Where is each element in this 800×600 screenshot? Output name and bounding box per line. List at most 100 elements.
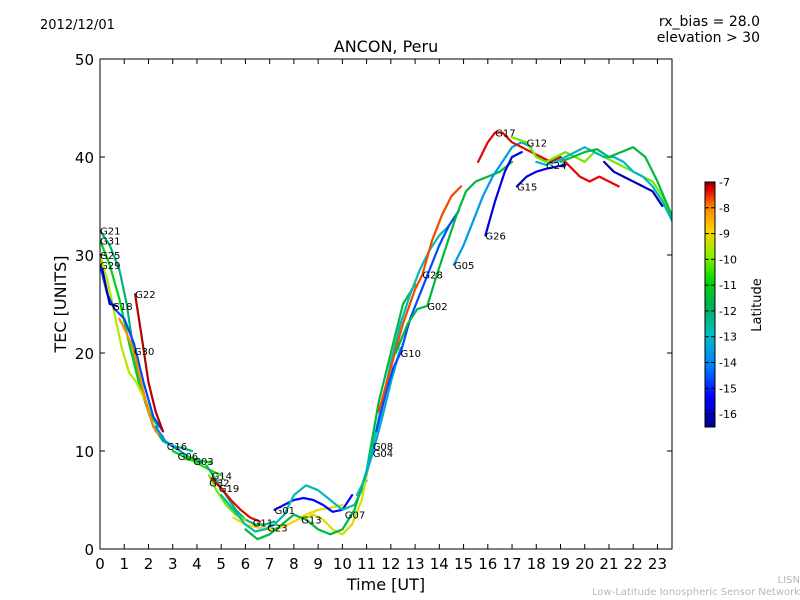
series-label-g08: G08 — [373, 442, 393, 453]
x-tick-label: 21 — [599, 555, 618, 573]
plot-frame — [99, 58, 673, 550]
elevation-text: elevation > 30 — [656, 30, 760, 46]
x-tick-label: 7 — [265, 555, 275, 573]
axis-layer: 0 1 2 3 4 5 6 7 8 9 10 11 12 13 14 15 16 17 18 19 20 21 22 2301… — [75, 51, 672, 573]
x-tick-label: 1 — [119, 555, 129, 573]
series-line-g14 — [205, 464, 276, 526]
x-tick-label: 23 — [648, 555, 667, 573]
series-label-g21: G21 — [100, 227, 120, 238]
colorbar-tick-label: -14 — [719, 357, 737, 370]
series-label-g11: G11 — [253, 519, 273, 530]
series-line-g17 — [477, 131, 620, 188]
series-line-g02 — [394, 160, 514, 355]
series-label-g06: G06 — [178, 452, 198, 463]
x-tick-label: 6 — [241, 555, 251, 573]
series-label-g26: G26 — [485, 231, 505, 242]
series-label-g14: G14 — [212, 472, 232, 483]
x-tick-label: 10 — [333, 555, 352, 573]
series-line-g22 — [134, 293, 165, 433]
y-tick-label: 30 — [75, 247, 94, 265]
x-tick-label: 4 — [192, 555, 202, 573]
series-label-g05: G05 — [454, 261, 474, 272]
series-line-g23 — [220, 479, 368, 533]
y-tick-label: 0 — [84, 541, 94, 559]
y-tick-label: 10 — [75, 443, 94, 461]
x-tick-label: 15 — [454, 555, 473, 573]
series-line-g30 — [118, 317, 165, 438]
x-tick-label: 13 — [406, 555, 425, 573]
series-line-g04 — [363, 347, 402, 482]
x-tick-label: 16 — [478, 555, 497, 573]
x-axis-label: Time [UT] — [346, 575, 425, 594]
series-line-g15 — [515, 163, 567, 188]
series-line-g25 — [100, 253, 152, 413]
series-label-g23: G23 — [267, 523, 287, 534]
series-line-g05 — [452, 141, 533, 266]
y-tick-label: 50 — [75, 51, 94, 69]
colorbar — [704, 181, 716, 428]
x-tick-label: 12 — [381, 555, 400, 573]
series-line-g18 — [101, 268, 119, 308]
series-label-g07: G07 — [345, 511, 365, 522]
series-line-g06 — [171, 449, 213, 464]
colorbar-tick-label: -12 — [719, 305, 737, 318]
series-label-g17: G17 — [495, 129, 515, 140]
colorbar-label: Latitude — [750, 278, 765, 332]
colorbar-tick-label: -15 — [719, 382, 737, 395]
y-axis-label: TEC [UNITS] — [51, 256, 70, 354]
series-line-g27 — [559, 146, 672, 217]
x-tick-label: 20 — [575, 555, 594, 573]
series-line-g01 — [273, 494, 354, 513]
bias-label: rx_bias = 28.0 elevation > 30 — [657, 14, 760, 46]
colorbar-tick-label: -7 — [719, 176, 730, 189]
series-label-g31: G31 — [100, 236, 120, 247]
series-line-g08 — [355, 224, 451, 497]
series-line-g03 — [183, 457, 223, 477]
series-line-g07 — [244, 283, 417, 541]
series-layer — [100, 131, 672, 541]
series-line-g10 — [375, 209, 460, 433]
series-label-g03: G03 — [193, 457, 213, 468]
colorbar-tick-label: -13 — [719, 331, 737, 344]
colorbar-ticks: -7 -8 -9 -10 -11 -12 -13 -14 -15 -16 — [705, 176, 737, 421]
x-tick-label: 19 — [551, 555, 570, 573]
x-tick-label: 14 — [430, 555, 449, 573]
footer: LISN Low-Latitude Ionospheric Sensor Net… — [592, 575, 800, 599]
y-tick-label: 40 — [75, 149, 94, 167]
series-label-g02: G02 — [427, 302, 447, 313]
x-tick-label: 11 — [357, 555, 376, 573]
x-tick-label: 9 — [313, 555, 323, 573]
series-label-g18: G18 — [112, 302, 132, 313]
series-label-g12: G12 — [527, 138, 547, 149]
footer-org-long: Low-Latitude Ionospheric Sensor Network — [592, 587, 800, 598]
chart-title: ANCON, Peru — [333, 37, 439, 56]
series-label-g19: G19 — [219, 484, 239, 495]
colorbar-tick-label: -10 — [719, 253, 737, 266]
series-line-g19 — [210, 477, 262, 523]
colorbar-tick-label: -9 — [719, 228, 730, 241]
y-tick-label: 20 — [75, 345, 94, 363]
x-tick-label: 17 — [502, 555, 521, 573]
series-label-g04: G04 — [373, 449, 393, 460]
x-tick-label: 5 — [216, 555, 226, 573]
x-tick-label: 2 — [144, 555, 154, 573]
series-label-g13: G13 — [301, 516, 321, 527]
series-label-g01: G01 — [275, 506, 295, 517]
colorbar-tick-label: -8 — [719, 202, 730, 215]
x-tick-label: 0 — [95, 555, 105, 573]
series-label-g25: G25 — [100, 251, 120, 262]
series-label-g30: G30 — [134, 347, 154, 358]
series-label-g28: G28 — [422, 271, 442, 282]
series-label-g15: G15 — [517, 182, 537, 193]
series-line-g09 — [602, 160, 664, 208]
x-tick-label: 18 — [527, 555, 546, 573]
series-label-g22: G22 — [135, 290, 155, 301]
series-label-g10: G10 — [401, 349, 421, 360]
footer-org-short: LISN — [777, 575, 800, 586]
colorbar-tick-label: -16 — [719, 408, 737, 421]
rx-bias-text: rx_bias = 28.0 — [658, 14, 760, 30]
x-tick-label: 8 — [289, 555, 299, 573]
series-label-g16: G16 — [167, 442, 187, 453]
